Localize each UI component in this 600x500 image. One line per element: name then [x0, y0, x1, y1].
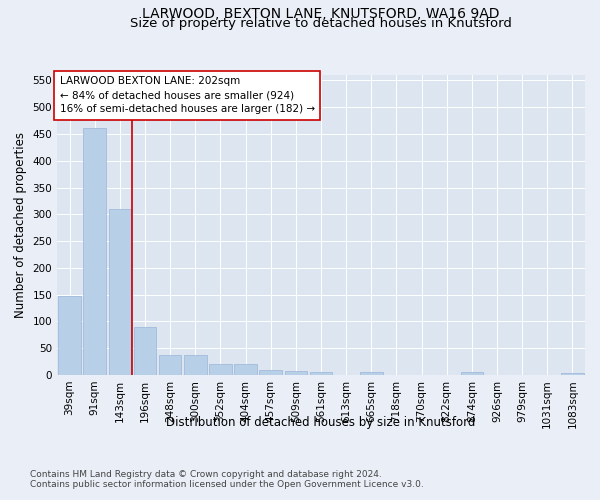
Bar [159, 354, 181, 375]
Y-axis label: Number of detached properties: Number of detached properties [14, 132, 27, 318]
Text: LARWOOD BEXTON LANE: 202sqm
← 84% of detached houses are smaller (924)
16% of se: LARWOOD BEXTON LANE: 202sqm ← 84% of det… [59, 76, 315, 114]
Bar [209, 364, 232, 375]
Bar [234, 364, 257, 375]
Bar [561, 373, 584, 375]
Bar [109, 209, 131, 375]
Bar [259, 370, 282, 375]
Bar [134, 327, 157, 375]
Text: Distribution of detached houses by size in Knutsford: Distribution of detached houses by size … [166, 416, 476, 429]
Text: Contains HM Land Registry data © Crown copyright and database right 2024.
Contai: Contains HM Land Registry data © Crown c… [30, 470, 424, 490]
Bar [83, 128, 106, 375]
Bar [284, 370, 307, 375]
Text: Size of property relative to detached houses in Knutsford: Size of property relative to detached ho… [130, 18, 512, 30]
Bar [360, 372, 383, 375]
Bar [58, 296, 81, 375]
Bar [461, 372, 483, 375]
Text: LARWOOD, BEXTON LANE, KNUTSFORD, WA16 9AD: LARWOOD, BEXTON LANE, KNUTSFORD, WA16 9A… [142, 8, 500, 22]
Bar [184, 355, 206, 375]
Bar [310, 372, 332, 375]
